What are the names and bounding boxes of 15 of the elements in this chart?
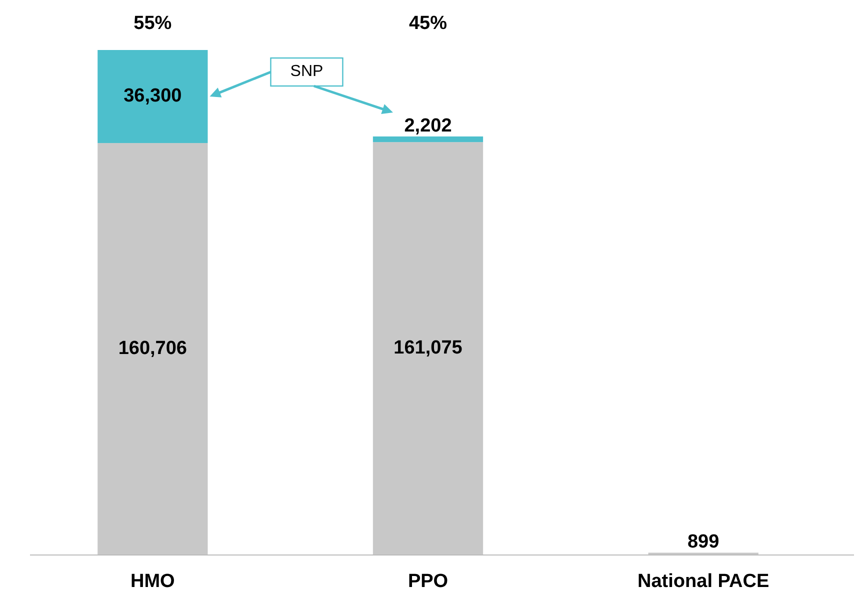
data-label: 161,075 <box>394 338 463 359</box>
text: 55% <box>134 13 172 34</box>
data-label: 899 <box>687 532 720 553</box>
x-tick-label: National PACE <box>638 571 770 592</box>
bar <box>98 143 208 555</box>
text: SNP <box>290 63 324 80</box>
data-label: 36,300 <box>124 86 182 107</box>
bar <box>372 142 484 555</box>
text: 45% <box>408 13 448 34</box>
data-label: 160,706 <box>118 338 188 360</box>
data-label: 2,202 <box>404 115 452 136</box>
x-tick-label: PPO <box>408 571 448 592</box>
x-tick-label: HMO <box>130 571 175 592</box>
bar <box>372 136 484 142</box>
bar <box>98 50 208 144</box>
